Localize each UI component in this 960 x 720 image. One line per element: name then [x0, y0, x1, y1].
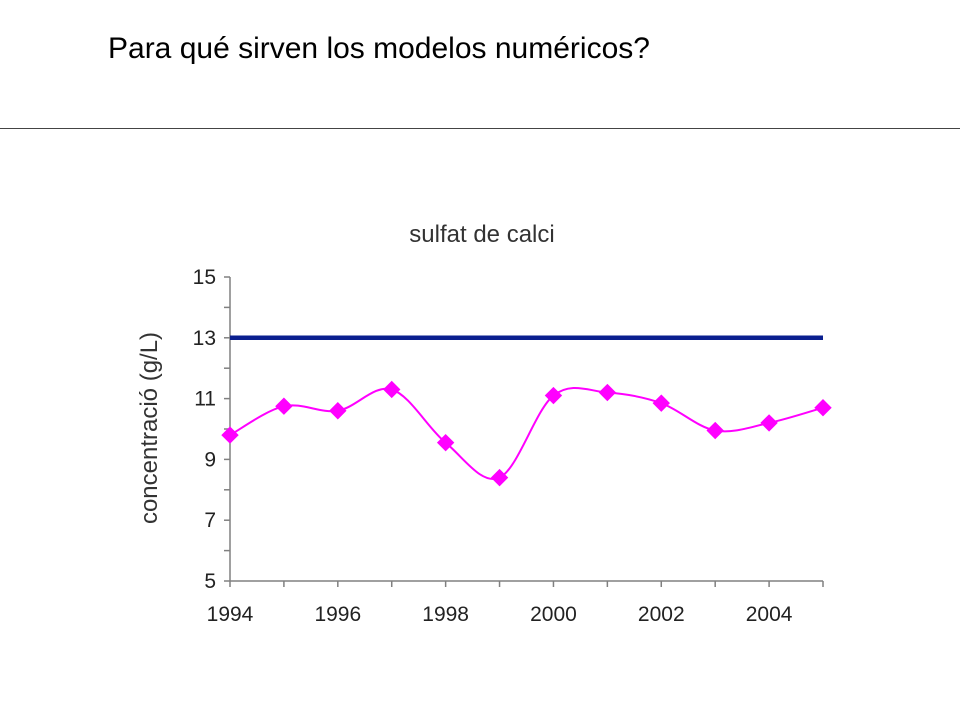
data-point-marker — [436, 433, 455, 452]
data-point-marker — [760, 414, 778, 432]
data-point-marker — [706, 421, 724, 440]
slide-title: Para qué sirven los modelos numéricos? — [108, 32, 650, 65]
chart-title: sulfat de calci — [409, 221, 554, 248]
data-point-marker — [490, 468, 509, 487]
x-tick-label: 2000 — [530, 603, 577, 626]
series-line — [229, 387, 824, 480]
y-axis-label: concentració (g/L) — [136, 332, 163, 524]
x-tick-label: 2004 — [746, 603, 793, 626]
x-tick-label: 1996 — [314, 603, 361, 626]
plot-area: 5 7 9 11 13 15 1994 1996 1998 2000 2002 2004 — [193, 266, 832, 626]
x-tick-label: 1998 — [422, 603, 469, 626]
data-point-marker — [652, 394, 670, 412]
y-tick-label: 5 — [204, 570, 216, 593]
data-point-marker — [275, 397, 293, 415]
y-tick-label: 13 — [193, 327, 216, 350]
data-point-marker — [221, 426, 239, 444]
data-point-marker — [598, 383, 617, 402]
y-tick-label: 7 — [204, 509, 216, 532]
data-point-marker — [814, 399, 832, 417]
data-point-marker — [329, 402, 347, 420]
data-point-marker — [383, 380, 401, 399]
title-divider — [0, 128, 960, 129]
x-tick-label: 1994 — [207, 603, 254, 626]
y-tick-label: 15 — [193, 266, 216, 289]
y-tick-label: 11 — [194, 388, 216, 411]
data-point-marker — [544, 386, 563, 405]
y-tick-label: 9 — [204, 448, 216, 471]
x-tick-label: 2002 — [638, 603, 685, 626]
